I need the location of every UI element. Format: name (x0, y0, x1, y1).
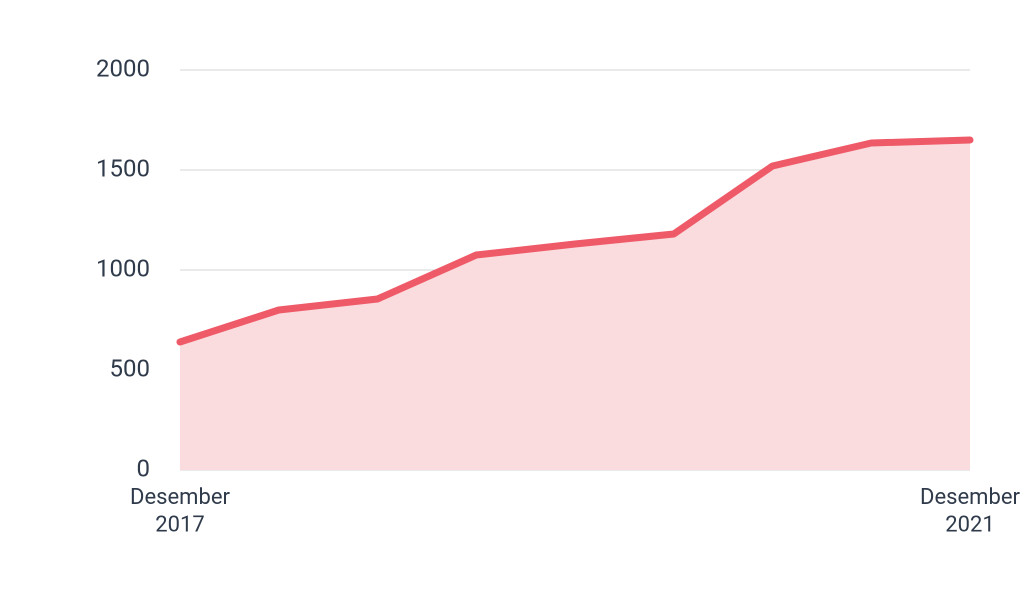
y-tick-label: 0 (137, 454, 151, 482)
y-tick-label: 2000 (96, 54, 150, 82)
y-tick-label: 1500 (96, 154, 150, 182)
y-tick-label: 500 (110, 354, 150, 382)
y-tick-label: 1000 (96, 254, 150, 282)
chart-svg: 0500100015002000Desember2017Desember2021 (0, 0, 1024, 598)
area-chart: 0500100015002000Desember2017Desember2021 (0, 0, 1024, 598)
